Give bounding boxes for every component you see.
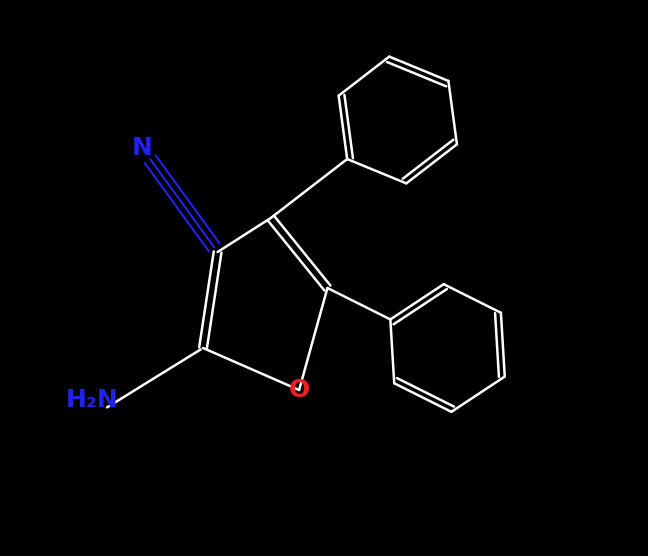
Text: O: O <box>288 378 310 402</box>
Text: H₂N: H₂N <box>66 388 119 412</box>
Text: N: N <box>132 136 152 160</box>
